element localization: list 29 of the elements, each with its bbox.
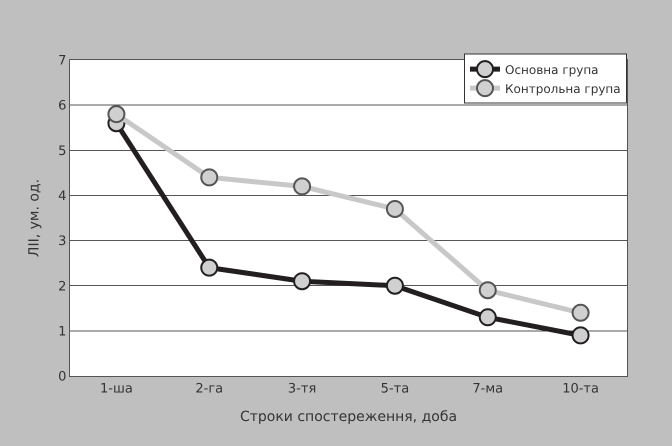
x-tick-label: 7-ма — [472, 382, 504, 397]
y-tick-label: 7 — [58, 54, 66, 69]
y-tick-label: 3 — [58, 234, 66, 250]
legend-label: Основна група — [505, 62, 599, 77]
y-tick-label: 6 — [58, 98, 66, 114]
y-tick-label: 4 — [58, 188, 66, 204]
y-tick-label: 1 — [58, 324, 66, 340]
point — [293, 272, 312, 290]
point — [293, 177, 312, 196]
y-tick-label: 5 — [58, 144, 66, 159]
point — [478, 281, 497, 300]
y-axis-title: ЛІІ, ум. од. — [26, 178, 43, 258]
point — [572, 304, 590, 322]
y-tick-label: 2 — [58, 279, 66, 294]
x-tick-label: 3-тя — [288, 382, 316, 397]
point — [200, 258, 218, 277]
point — [107, 105, 126, 124]
x-axis-title: Строки спостереження, доба — [240, 408, 458, 425]
point — [572, 326, 590, 344]
x-tick-label: 1-ша — [100, 382, 133, 397]
point — [386, 200, 404, 218]
point — [478, 308, 497, 326]
legend-label: Контрольна група — [505, 82, 621, 96]
x-tick-label: 10-та — [562, 382, 599, 397]
x-tick-label: 5-та — [380, 382, 410, 397]
point — [200, 168, 218, 186]
point — [386, 276, 404, 295]
x-tick-label: 2-га — [195, 382, 224, 397]
y-tick-label: 0 — [58, 370, 66, 385]
